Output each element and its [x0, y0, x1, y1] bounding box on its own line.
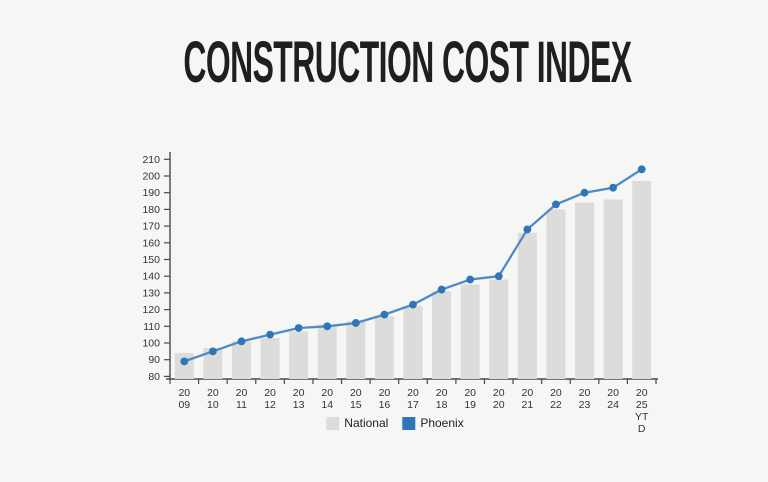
y-tick-label: 80 — [148, 371, 160, 383]
bar-national-2018 — [432, 291, 452, 379]
y-tick-label: 210 — [142, 154, 160, 166]
y-tick-label: 160 — [142, 237, 160, 249]
x-axis-label: 20 — [636, 387, 648, 399]
bar-national-2010 — [203, 348, 223, 379]
national-swatch-icon — [326, 416, 340, 430]
point-phoenix-2017 — [409, 300, 417, 309]
x-axis-label: 16 — [379, 399, 391, 411]
x-axis-label: 20 — [407, 387, 419, 399]
x-axis-label: 20 — [550, 387, 562, 399]
y-tick-label: 100 — [142, 338, 160, 350]
x-axis-label: 20 — [350, 387, 362, 399]
point-phoenix-2023 — [580, 188, 589, 197]
x-axis-label: 23 — [579, 399, 591, 411]
bar-national-2015 — [346, 321, 366, 379]
x-axis-label: 19 — [464, 399, 476, 411]
point-phoenix-2015 — [351, 319, 360, 327]
point-phoenix-2022 — [552, 200, 560, 209]
x-axis-label: 11 — [236, 399, 247, 411]
y-tick-label: 120 — [142, 304, 160, 316]
bar-national-2014 — [317, 324, 337, 379]
x-axis-label: 21 — [522, 399, 534, 411]
x-axis-label: 20 — [321, 387, 333, 399]
point-phoenix-2018 — [437, 285, 446, 294]
x-axis-label: 20 — [293, 387, 305, 399]
x-axis-label: 20 — [207, 387, 219, 399]
bar-national-2021 — [517, 232, 537, 379]
x-axis-label: 15 — [350, 399, 362, 411]
x-axis-label: 20 — [493, 387, 505, 399]
point-phoenix-2021 — [523, 225, 532, 234]
y-tick-label: 170 — [142, 221, 160, 233]
chart-legend: National Phoenix — [326, 416, 464, 430]
point-phoenix-2010 — [208, 347, 217, 356]
bar-national-2013 — [289, 331, 309, 379]
x-axis-label: 20 — [607, 387, 619, 399]
legend-item-phoenix: Phoenix — [402, 416, 464, 430]
bar-national-2016 — [374, 316, 394, 379]
y-tick-label: 90 — [148, 354, 160, 366]
phoenix-swatch-icon — [402, 416, 416, 430]
bar-national-2020 — [489, 279, 509, 379]
x-axis-label: 14 — [321, 399, 333, 411]
x-axis-label: 12 — [264, 399, 276, 411]
x-axis-label: 09 — [178, 399, 190, 411]
point-phoenix-2012 — [266, 330, 274, 339]
x-axis-label: 20 — [464, 387, 476, 399]
point-phoenix-2013 — [294, 324, 303, 332]
x-axis-label: 20 — [522, 387, 534, 399]
x-axis-label: 10 — [207, 399, 219, 411]
legend-label-phoenix: Phoenix — [420, 416, 464, 430]
x-axis-label: 20 — [493, 399, 505, 411]
bar-national-2022 — [546, 209, 566, 379]
bar-national-2023 — [575, 202, 595, 379]
legend-label-national: National — [344, 416, 389, 430]
bar-national-2009 — [174, 353, 194, 379]
bar-national-2011 — [231, 341, 251, 379]
x-axis-label: 20 — [379, 387, 391, 399]
y-tick-label: 150 — [142, 254, 160, 266]
bar-national-2017 — [403, 306, 423, 379]
x-axis-label: 18 — [436, 399, 448, 411]
x-axis-label: 20 — [579, 387, 591, 399]
point-phoenix-2020 — [494, 272, 503, 281]
chart-title-wrap: CONSTRUCTION COST INDEX — [0, 34, 768, 92]
x-axis-label: 20 — [236, 387, 248, 399]
bar-national-2024 — [603, 199, 623, 379]
y-tick-label: 200 — [142, 171, 160, 183]
bar-national-2012 — [260, 337, 280, 379]
point-phoenix-2025-ytd — [637, 165, 646, 174]
y-tick-label: 140 — [142, 271, 160, 283]
x-axis-label: 20 — [178, 387, 190, 399]
bar-national-2025-ytd — [632, 181, 652, 379]
x-axis-label: D — [638, 423, 646, 435]
y-tick-label: 130 — [142, 287, 160, 299]
point-phoenix-2016 — [380, 310, 389, 319]
x-axis-label: 25 — [636, 399, 648, 411]
x-axis-label: 20 — [436, 387, 448, 399]
chart-title: CONSTRUCTION COST INDEX — [183, 30, 632, 95]
point-phoenix-2024 — [609, 183, 618, 192]
point-phoenix-2019 — [466, 275, 475, 284]
x-axis-label: 22 — [550, 399, 562, 411]
x-axis-label: 24 — [607, 399, 619, 411]
bar-national-2019 — [460, 284, 480, 379]
x-axis-label: 13 — [293, 399, 305, 411]
x-axis-label: 17 — [407, 399, 419, 411]
legend-item-national: National — [326, 416, 388, 430]
x-axis-label: YT — [635, 411, 649, 423]
y-tick-label: 110 — [143, 321, 160, 333]
point-phoenix-2011 — [237, 337, 246, 346]
point-phoenix-2009 — [180, 357, 189, 366]
point-phoenix-2014 — [323, 322, 332, 331]
y-tick-label: 190 — [142, 187, 160, 199]
y-tick-label: 180 — [142, 204, 160, 216]
x-axis-label: 20 — [264, 387, 276, 399]
